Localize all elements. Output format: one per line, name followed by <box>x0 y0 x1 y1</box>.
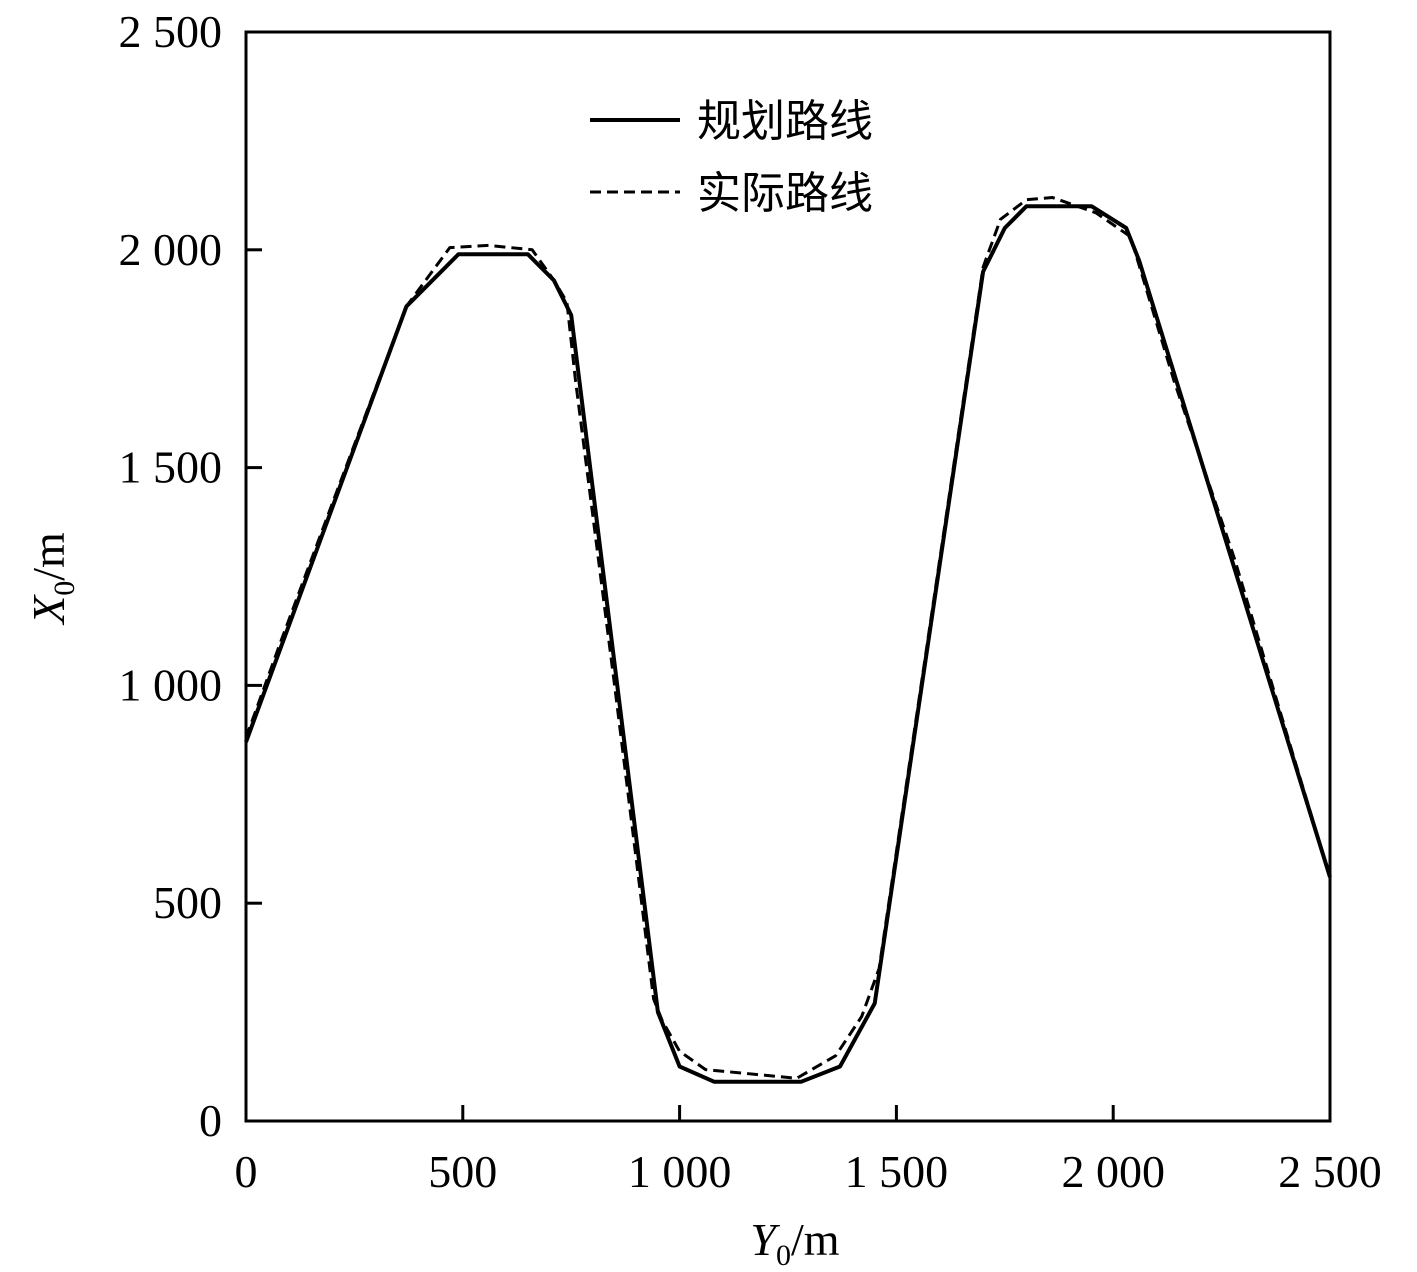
x-axis-label: Y0/m <box>750 1214 839 1272</box>
x-axis-label-sub: 0 <box>776 1239 791 1272</box>
y-tick-label: 1 500 <box>119 442 223 493</box>
y-axis-label: X0/m <box>23 532 81 626</box>
x-tick-label: 0 <box>235 1146 258 1197</box>
y-axis-label-unit: /m <box>23 532 74 581</box>
legend-label-planned: 规划路线 <box>697 96 873 147</box>
y-tick-label: 1 000 <box>119 659 223 710</box>
y-tick-label: 0 <box>199 1095 222 1146</box>
x-tick-label: 2 000 <box>1061 1146 1165 1197</box>
y-tick-label: 2 000 <box>119 224 223 275</box>
plot-frame-rect <box>244 30 1332 1123</box>
x-tick-label: 2 500 <box>1278 1146 1382 1197</box>
y-axis-label-sub: 0 <box>48 581 81 596</box>
y-tick-label: 500 <box>153 877 222 928</box>
x-tick-label: 1 000 <box>628 1146 732 1197</box>
series-group <box>244 196 1332 1084</box>
legend-label-actual: 实际路线 <box>697 168 873 219</box>
y-tick-label: 2 500 <box>119 6 223 57</box>
x-tick-label: 1 500 <box>845 1146 949 1197</box>
series-line-planned <box>244 204 1332 1084</box>
x-axis-label-var: Y <box>750 1214 780 1265</box>
x-axis-label-unit: /m <box>791 1214 840 1265</box>
y-axis-label-var: X <box>23 594 74 626</box>
series-line-actual <box>244 196 1332 1080</box>
plot-frame <box>244 30 1332 1123</box>
ticks-group: 0 500 1 000 1 500 2 000 2 500 0 500 1 000 1 500 2 … <box>119 6 1382 1197</box>
x-tick-label: 500 <box>428 1146 497 1197</box>
